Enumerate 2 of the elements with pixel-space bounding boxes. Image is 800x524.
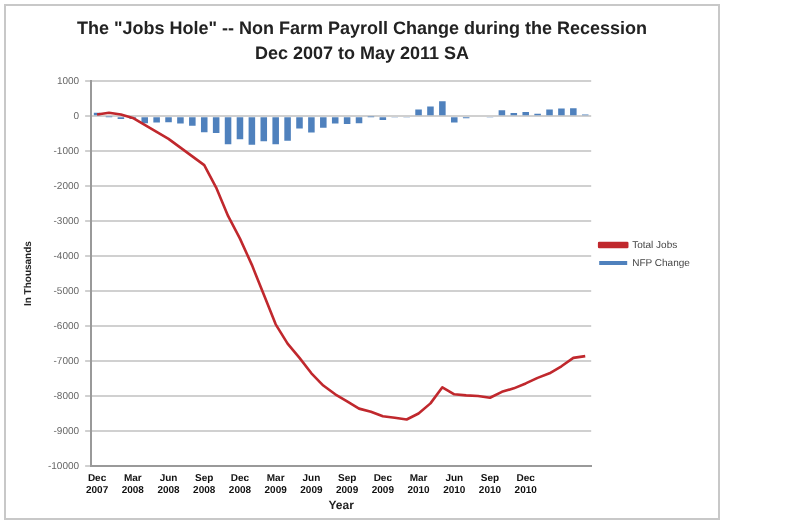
chart-subtitle: Dec 2007 to May 2011 SA <box>254 43 471 64</box>
chart-title: The "Jobs Hole" -- Non Farm Payroll Change during the Recession <box>76 17 648 38</box>
